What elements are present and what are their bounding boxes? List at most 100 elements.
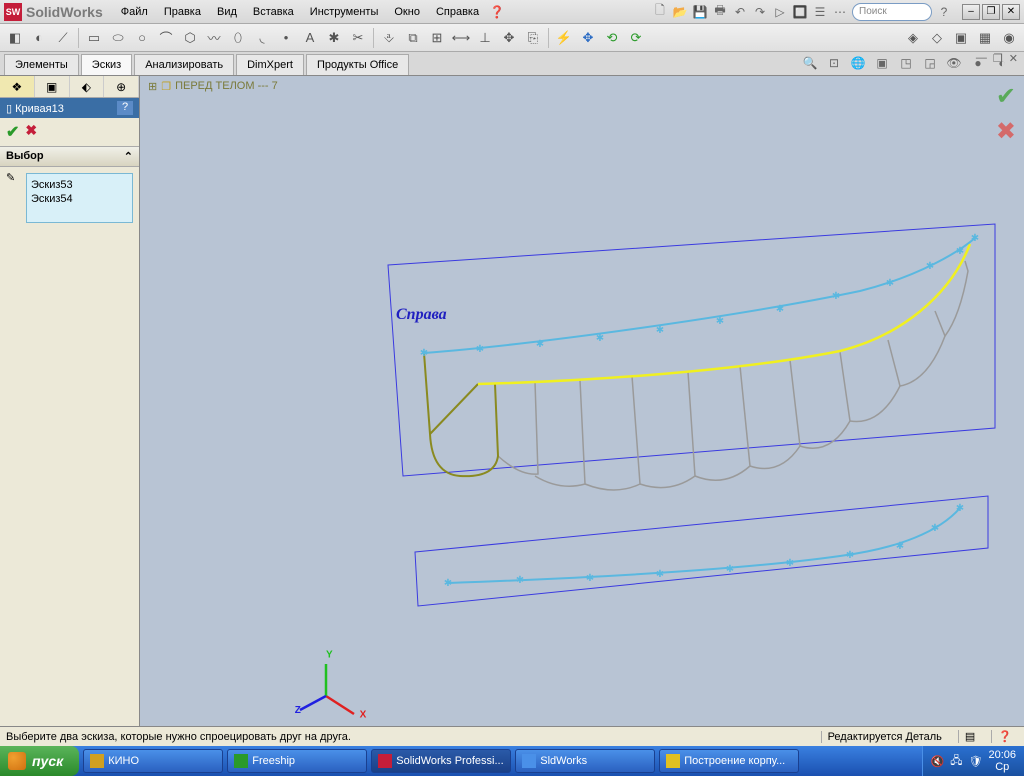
tool-poly-icon[interactable]: ⬡ <box>179 27 201 49</box>
hide-icon[interactable]: 👁 <box>944 53 964 73</box>
minimize-button[interactable]: – <box>962 4 980 20</box>
side-tab-feature-icon[interactable]: ❖ <box>0 76 35 97</box>
task-button[interactable]: Построение корпу... <box>659 749 799 773</box>
tool-r1-icon[interactable]: ◈ <box>902 27 924 49</box>
tool-trim-icon[interactable]: ✂ <box>347 27 369 49</box>
tool-revolve-icon[interactable]: ◐ <box>28 27 50 49</box>
main-toolbar: ◧ ◐ ⟋ ▭ ⬭ ○ ⌒ ⬡ 〰 ⬯ ◟ • A ✱ ✂ ⎀ ⧉ ⊞ ⟷ ⊥ … <box>0 24 1024 52</box>
task-button[interactable]: SolidWorks Professi... <box>371 749 511 773</box>
tool-offset-icon[interactable]: ⎀ <box>378 27 400 49</box>
tray-icon[interactable]: 🔇 <box>931 755 945 768</box>
window-controls: – ❐ ✕ <box>962 4 1020 20</box>
help2-icon[interactable]: ? <box>936 4 952 20</box>
tool-eval-icon[interactable]: ⚡ <box>553 27 575 49</box>
more-icon[interactable]: ⋯ <box>832 4 848 20</box>
tool-point-icon[interactable]: • <box>275 27 297 49</box>
selection-list[interactable]: Эскиз53 Эскиз54 <box>26 173 133 223</box>
side-tab-config-icon[interactable]: ⬖ <box>70 76 105 97</box>
tray-icon[interactable]: 🛡 <box>969 755 983 768</box>
help-icon[interactable]: ❓ <box>489 4 505 20</box>
tool-text-icon[interactable]: A <box>299 27 321 49</box>
tool-rect-icon[interactable]: ▭ <box>83 27 105 49</box>
tool-r5-icon[interactable]: ◉ <box>998 27 1020 49</box>
feature-help-button[interactable]: ? <box>117 101 133 115</box>
property-manager: ❖ ▣ ⬖ ⊕ ▯ Кривая13 ? ✔ ✖ Выбор ⌃ ✎ Эскиз… <box>0 76 140 726</box>
rotate-icon[interactable]: 🌐 <box>848 53 868 73</box>
tool-move2-icon[interactable]: ✥ <box>577 27 599 49</box>
tab-sketch[interactable]: Эскиз <box>81 54 132 75</box>
close-button[interactable]: ✕ <box>1002 4 1020 20</box>
tool-circle-icon[interactable]: ○ <box>131 27 153 49</box>
menu-insert[interactable]: Вставка <box>247 4 300 20</box>
tool-refresh-icon[interactable]: ⟲ <box>601 27 623 49</box>
menu-file[interactable]: Файл <box>115 4 154 20</box>
viewport-canvas: Справа ✱✱✱✱✱✱✱✱✱✱✱✱ ✱✱✱✱✱✱✱✱✱✱ XYZ <box>140 76 1024 726</box>
section-icon[interactable]: ▣ <box>872 53 892 73</box>
menu-edit[interactable]: Правка <box>158 4 207 20</box>
task-button[interactable]: Freeship <box>227 749 367 773</box>
selection-item[interactable]: Эскиз54 <box>31 192 128 206</box>
status-icon2[interactable]: ❓ <box>991 730 1018 743</box>
tool-r4-icon[interactable]: ▦ <box>974 27 996 49</box>
zoom-area-icon[interactable]: ⊡ <box>824 53 844 73</box>
tab-dimxpert[interactable]: DimXpert <box>236 54 304 75</box>
tool-arc-icon[interactable]: ⌒ <box>155 27 177 49</box>
redo-icon[interactable]: ↷ <box>752 4 768 20</box>
display-icon[interactable]: ◳ <box>896 53 916 73</box>
menu-window[interactable]: Окно <box>388 4 426 20</box>
task-button[interactable]: SldWorks <box>515 749 655 773</box>
menu-tools[interactable]: Инструменты <box>304 4 385 20</box>
tool-extrude-icon[interactable]: ◧ <box>4 27 26 49</box>
tool-move-icon[interactable]: ✥ <box>498 27 520 49</box>
zoom-fit-icon[interactable]: 🔍 <box>800 53 820 73</box>
tool-rebuild2-icon[interactable]: ⟳ <box>625 27 647 49</box>
app-logo: SW <box>4 3 22 21</box>
keel-markers: ✱✱✱✱✱✱✱✱✱✱ <box>444 503 964 589</box>
tool-rel-icon[interactable]: ⊥ <box>474 27 496 49</box>
tool-mirror-icon[interactable]: ⧉ <box>402 27 424 49</box>
open-icon[interactable]: 📂 <box>672 4 688 20</box>
doc-restore-icon[interactable]: ❐ <box>993 52 1003 65</box>
axis-triad: XYZ <box>295 650 367 721</box>
tool-r3-icon[interactable]: ▣ <box>950 27 972 49</box>
tab-analyze[interactable]: Анализировать <box>134 54 234 75</box>
save-icon[interactable]: 💾 <box>692 4 708 20</box>
tool-pattern-icon[interactable]: ⊞ <box>426 27 448 49</box>
status-icon1[interactable]: ▤ <box>958 730 981 743</box>
tool-sweep-icon[interactable]: ⟋ <box>52 27 74 49</box>
doc-close-icon[interactable]: ✕ <box>1009 52 1018 65</box>
tool-copy-icon[interactable]: ⎘ <box>522 27 544 49</box>
tab-office[interactable]: Продукты Office <box>306 54 409 75</box>
maximize-button[interactable]: ❐ <box>982 4 1000 20</box>
tool-slot-icon[interactable]: ⬭ <box>107 27 129 49</box>
tool-plane-icon[interactable]: ✱ <box>323 27 345 49</box>
tool-dim-icon[interactable]: ⟷ <box>450 27 472 49</box>
selection-header[interactable]: Выбор ⌃ <box>0 146 139 167</box>
selection-item[interactable]: Эскиз53 <box>31 178 128 192</box>
search-input[interactable] <box>852 3 932 21</box>
menu-help[interactable]: Справка <box>430 4 485 20</box>
new-icon[interactable]: 🗋 <box>652 4 668 20</box>
tool-fillet-icon[interactable]: ◟ <box>251 27 273 49</box>
svg-text:✱: ✱ <box>716 316 724 327</box>
tool-spline-icon[interactable]: 〰 <box>203 27 225 49</box>
tool-ellipse-icon[interactable]: ⬯ <box>227 27 249 49</box>
options-icon[interactable]: ☰ <box>812 4 828 20</box>
start-button[interactable]: пуск <box>0 746 79 776</box>
doc-min-icon[interactable]: — <box>976 52 987 65</box>
menu-view[interactable]: Вид <box>211 4 243 20</box>
task-button[interactable]: КИНО <box>83 749 223 773</box>
viewport[interactable]: ⊞ ❐ ПЕРЕД ТЕЛОМ --- 7 ✔ ✖ Справа ✱✱✱✱✱✱✱… <box>140 76 1024 726</box>
ok-button[interactable]: ✔ <box>6 122 19 142</box>
undo-icon[interactable]: ↶ <box>732 4 748 20</box>
tool-r2-icon[interactable]: ◇ <box>926 27 948 49</box>
rebuild-icon[interactable]: 🔲 <box>792 4 808 20</box>
side-tab-pm-icon[interactable]: ▣ <box>35 76 70 97</box>
tab-features[interactable]: Элементы <box>4 54 79 75</box>
print-icon[interactable]: 🖶 <box>712 4 728 20</box>
select-icon[interactable]: ▷ <box>772 4 788 20</box>
side-tab-dim-icon[interactable]: ⊕ <box>104 76 139 97</box>
view-orient-icon[interactable]: ◲ <box>920 53 940 73</box>
cancel-button[interactable]: ✖ <box>25 122 37 142</box>
clock[interactable]: 20:06 Ср <box>988 749 1016 773</box>
